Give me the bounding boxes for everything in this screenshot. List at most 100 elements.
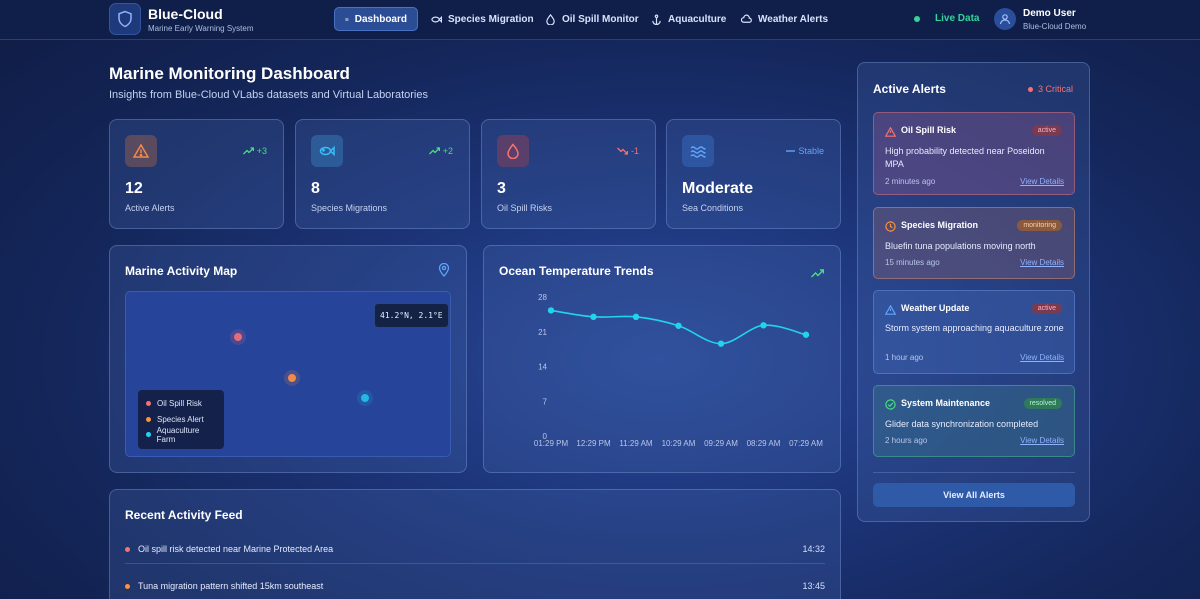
fish-icon xyxy=(311,135,343,167)
stat-value: 8 xyxy=(311,180,320,197)
view-all-alerts-button[interactable]: View All Alerts xyxy=(873,483,1075,507)
critical-label: 3 Critical xyxy=(1037,84,1073,94)
alert-description: High probability detected near Poseidon … xyxy=(885,146,1045,169)
brand-title[interactable]: Blue-Cloud xyxy=(148,6,223,22)
clock-icon xyxy=(885,219,896,237)
nav-weather-alerts[interactable]: Weather Alerts xyxy=(731,7,838,31)
x-tick-label: 10:29 AM xyxy=(662,439,696,448)
view-details-link[interactable]: View Details xyxy=(1020,177,1064,186)
alert-card-oil-spill[interactable]: Oil Spill Risk active High probability d… xyxy=(873,112,1075,195)
marine-activity-map-panel: Marine Activity Map 41.2°N, 2.1°E Oil Sp… xyxy=(109,245,467,473)
alert-title: Weather Update xyxy=(901,303,970,313)
alert-description: Bluefin tuna populations moving north xyxy=(885,241,1036,251)
alert-title: System Maintenance xyxy=(901,398,991,408)
stat-value: 12 xyxy=(125,180,143,197)
trend-value: Stable xyxy=(798,146,824,156)
temperature-data-point xyxy=(717,340,725,347)
map-legend: Oil Spill Risk Species Alert Aquaculture… xyxy=(138,390,224,449)
stat-label: Species Migrations xyxy=(311,203,388,213)
fish-icon xyxy=(431,15,442,23)
trend-up-icon[interactable] xyxy=(811,265,825,283)
species-alert-marker[interactable] xyxy=(288,374,296,382)
alert-title: Species Migration xyxy=(901,220,979,230)
anchor-icon xyxy=(652,14,661,25)
feed-item[interactable]: Oil spill risk detected near Marine Prot… xyxy=(125,542,825,562)
trend-up-icon xyxy=(242,147,254,155)
status-badge: active xyxy=(1031,125,1062,136)
shield-icon[interactable] xyxy=(109,3,141,35)
map-title: Marine Activity Map xyxy=(125,264,238,278)
nav-aquaculture[interactable]: Aquaculture xyxy=(641,7,736,31)
y-tick-label: 21 xyxy=(538,328,547,337)
x-tick-label: 08:29 AM xyxy=(747,439,781,448)
feed-dot xyxy=(125,547,130,552)
trend-indicator: -1 xyxy=(617,146,639,156)
nav-label: Aquaculture xyxy=(668,13,727,25)
nav-label: Weather Alerts xyxy=(758,13,829,25)
top-navigation-bar: Blue-Cloud Marine Early Warning System D… xyxy=(0,0,1200,40)
status-badge: active xyxy=(1031,303,1062,314)
user-org: Blue-Cloud Demo xyxy=(1023,22,1087,31)
view-details-link[interactable]: View Details xyxy=(1020,258,1064,267)
page-title: Marine Monitoring Dashboard xyxy=(109,64,350,83)
aquaculture-marker[interactable] xyxy=(361,394,369,402)
map-canvas[interactable]: 41.2°N, 2.1°E Oil Spill Risk Species Ale… xyxy=(125,291,451,457)
x-tick-label: 11:29 AM xyxy=(619,439,653,448)
divider xyxy=(873,472,1075,473)
critical-dot xyxy=(1027,86,1033,92)
oil-spill-marker[interactable] xyxy=(234,333,242,341)
brand-subtitle: Marine Early Warning System xyxy=(148,24,254,33)
nav-oil-spill-monitor[interactable]: Oil Spill Monitor xyxy=(535,7,649,31)
nav-dashboard[interactable]: Dashboard xyxy=(334,7,418,31)
temperature-data-point xyxy=(632,313,640,321)
alert-card-system-maintenance[interactable]: System Maintenance resolved Glider data … xyxy=(873,385,1075,457)
x-tick-label: 01:29 PM xyxy=(534,439,569,448)
alert-title: Oil Spill Risk xyxy=(901,125,957,135)
temperature-data-point xyxy=(547,307,555,314)
legend-label: Aquaculture Farm xyxy=(156,425,200,444)
trend-value: +2 xyxy=(442,146,453,156)
feed-time: 13:45 xyxy=(802,581,825,591)
x-tick-label: 07:29 AM xyxy=(789,439,823,448)
map-pin-icon[interactable] xyxy=(438,262,450,282)
warning-icon xyxy=(125,135,157,167)
waves-icon xyxy=(682,135,714,167)
trend-indicator: Stable xyxy=(786,146,824,156)
view-details-link[interactable]: View Details xyxy=(1020,353,1064,362)
alert-time: 2 hours ago xyxy=(885,436,928,445)
feed-time: 14:32 xyxy=(802,544,825,554)
feed-text: Tuna migration pattern shifted 15km sout… xyxy=(138,581,324,591)
temperature-data-point xyxy=(590,313,597,321)
user-avatar[interactable] xyxy=(994,8,1016,30)
y-tick-label: 28 xyxy=(538,293,547,302)
alert-card-weather-update[interactable]: Weather Update active Storm system appro… xyxy=(873,290,1075,374)
user-name[interactable]: Demo User xyxy=(1023,8,1076,19)
check-icon xyxy=(885,397,896,415)
trend-value: -1 xyxy=(630,146,639,156)
trend-down-icon xyxy=(617,147,628,155)
stat-card-species-migrations[interactable]: +2 8 Species Migrations xyxy=(295,119,470,229)
stat-card-oil-spill-risks[interactable]: -1 3 Oil Spill Risks xyxy=(481,119,656,229)
stat-card-sea-conditions[interactable]: Stable Moderate Sea Conditions xyxy=(666,119,841,229)
droplet-icon xyxy=(546,13,555,25)
nav-species-migration[interactable]: Species Migration xyxy=(421,7,544,31)
droplet-icon xyxy=(497,135,529,167)
alert-description: Glider data synchronization completed xyxy=(885,419,1039,429)
ocean-temperature-panel: Ocean Temperature Trends 0 7 14 21 28 01:29 P… xyxy=(483,245,841,473)
legend-item: Oil Spill Risk xyxy=(146,396,216,412)
list-icon xyxy=(345,17,349,21)
stat-card-active-alerts[interactable]: +3 12 Active Alerts xyxy=(109,119,284,229)
alert-description: Storm system approaching aquaculture zon… xyxy=(885,323,1064,333)
feed-item[interactable]: Tuna migration pattern shifted 15km sout… xyxy=(125,579,825,599)
legend-swatch xyxy=(146,416,151,422)
alert-card-species-migration[interactable]: Species Migration monitoring Bluefin tun… xyxy=(873,207,1075,279)
user-icon xyxy=(999,14,1011,25)
critical-count: 3 Critical xyxy=(1027,84,1073,94)
y-tick-label: 7 xyxy=(543,397,548,406)
view-details-link[interactable]: View Details xyxy=(1020,436,1064,445)
nav-label: Oil Spill Monitor xyxy=(562,13,639,25)
chart-title: Ocean Temperature Trends xyxy=(499,264,654,278)
y-tick-label: 14 xyxy=(538,363,547,372)
temperature-data-point xyxy=(802,331,810,338)
legend-swatch xyxy=(146,401,151,407)
